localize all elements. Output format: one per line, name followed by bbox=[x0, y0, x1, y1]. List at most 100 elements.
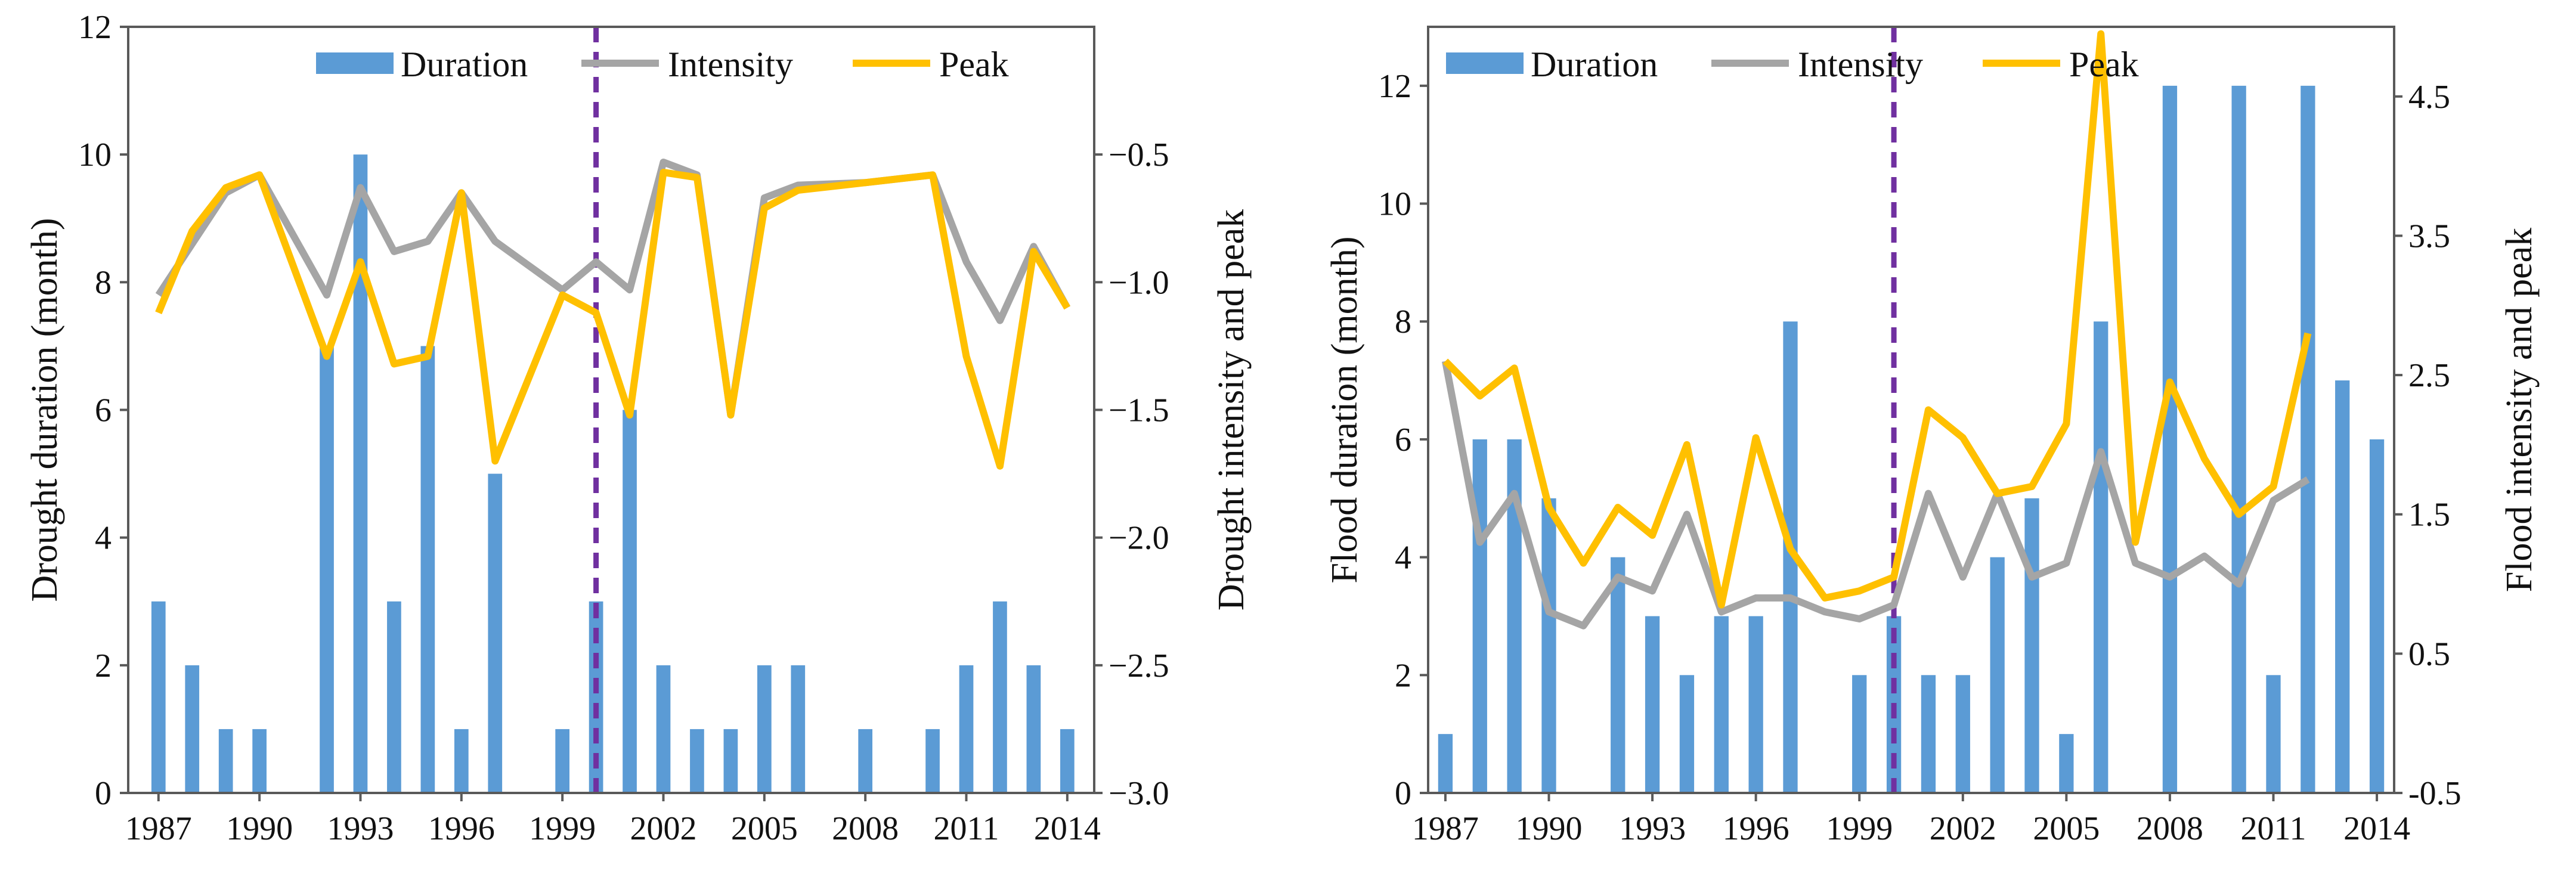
legend-duration-label: Duration bbox=[401, 45, 528, 84]
x-tick-label: 2011 bbox=[934, 810, 999, 847]
x-tick-label: 1996 bbox=[1723, 810, 1789, 847]
y2-tick-label: 1.5 bbox=[2408, 497, 2450, 534]
x-tick-label: 1987 bbox=[1412, 810, 1479, 847]
duration-bar-2003 bbox=[1990, 557, 2005, 793]
duration-bar-2010 bbox=[925, 729, 940, 793]
duration-bar-2008 bbox=[2162, 85, 2178, 793]
duration-bar-1987 bbox=[1438, 734, 1453, 793]
flood-peak-line bbox=[1442, 30, 2312, 609]
duration-bar-2013 bbox=[1026, 665, 1041, 793]
flood-y2-axis-label: Flood intensity and peak bbox=[2499, 228, 2540, 592]
x-tick-label: 2005 bbox=[731, 810, 798, 847]
x-tick-label: 1999 bbox=[529, 810, 596, 847]
y2-tick-label: −2.5 bbox=[1109, 647, 1169, 684]
drought-y2-axis-label: Drought intensity and peak bbox=[1211, 209, 1252, 611]
y2-tick-label: 3.5 bbox=[2408, 218, 2450, 255]
duration-bar-1995 bbox=[1714, 616, 1729, 793]
duration-bar-2001 bbox=[1921, 675, 1936, 793]
flood-x-ticks: 1987 1990 1993 1996 1999 2002 2005 2008 2011 2014 bbox=[1412, 793, 2410, 847]
legend-peak-label: Peak bbox=[939, 45, 1009, 84]
legend-duration-swatch bbox=[316, 52, 394, 74]
duration-bar-1992 bbox=[320, 346, 334, 793]
x-tick-label: 1990 bbox=[226, 810, 293, 847]
drought-peak-line bbox=[155, 169, 1070, 470]
duration-bar-1994 bbox=[1679, 675, 1695, 793]
y2-tick-label: -0.5 bbox=[2408, 775, 2462, 812]
duration-bar-2014 bbox=[2369, 439, 2385, 793]
y2-tick-label: −2.0 bbox=[1109, 520, 1169, 557]
duration-bar-2002 bbox=[1955, 675, 1970, 793]
drought-y2-ticks: −3.0 −2.5 −2.0 −1.5 −1.0 −0.5 bbox=[1094, 137, 1169, 812]
flood-plot-frame bbox=[1427, 26, 2395, 794]
duration-bar-2014 bbox=[1060, 729, 1075, 793]
flood-y2-ticks: -0.5 0.5 1.5 2.5 3.5 4.5 bbox=[2394, 79, 2462, 812]
flood-legend: Duration Intensity Peak bbox=[1446, 45, 2139, 84]
y2-tick-label: 4.5 bbox=[2408, 79, 2450, 116]
duration-bar-2006 bbox=[791, 665, 806, 793]
duration-bar-1987 bbox=[151, 601, 166, 793]
flood-intensity-line bbox=[1442, 360, 2310, 630]
y-tick-label: 4 bbox=[95, 520, 112, 557]
drought-y-ticks: 0 2 4 6 8 10 12 bbox=[78, 9, 128, 812]
y2-tick-label: −0.5 bbox=[1109, 137, 1169, 173]
x-tick-label: 2011 bbox=[2241, 810, 2306, 847]
y-tick-label: 2 bbox=[95, 647, 112, 684]
duration-bar-1990 bbox=[1541, 498, 1556, 793]
legend-peak-label: Peak bbox=[2069, 45, 2139, 84]
duration-bar-2012 bbox=[2301, 85, 2315, 793]
duration-bar-2002 bbox=[656, 665, 671, 793]
duration-bar-1993 bbox=[1645, 616, 1660, 793]
duration-bar-1990 bbox=[252, 729, 267, 793]
y-tick-label: 6 bbox=[1395, 422, 1411, 458]
x-tick-label: 2002 bbox=[1930, 810, 1996, 847]
duration-bar-1994 bbox=[387, 601, 401, 793]
duration-bar-1988 bbox=[1472, 439, 1487, 793]
flood-y-ticks: 0 2 4 6 8 10 12 bbox=[1378, 68, 1428, 812]
duration-bar-1997 bbox=[488, 473, 503, 793]
duration-bar-1988 bbox=[185, 665, 200, 793]
y2-tick-label: −3.0 bbox=[1109, 775, 1169, 812]
duration-bar-1992 bbox=[1611, 557, 1626, 793]
drought-x-ticks: 1987 1990 1993 1996 1999 2002 2005 2008 2011 2014 bbox=[125, 793, 1101, 847]
duration-bar-2013 bbox=[2335, 380, 2350, 793]
x-tick-label: 2014 bbox=[2343, 810, 2410, 847]
y-tick-label: 4 bbox=[1395, 540, 1411, 577]
duration-bar-1999 bbox=[555, 729, 570, 793]
y-tick-label: 8 bbox=[1395, 303, 1411, 340]
duration-bar-2012 bbox=[993, 601, 1007, 793]
duration-bar-2000 bbox=[589, 601, 603, 793]
legend-duration-swatch bbox=[1446, 52, 1524, 74]
legend-duration-label: Duration bbox=[1531, 45, 1658, 84]
x-tick-label: 2008 bbox=[2137, 810, 2203, 847]
y2-tick-label: −1.0 bbox=[1109, 264, 1169, 301]
flood-duration-bars bbox=[1438, 85, 2385, 793]
x-tick-label: 1990 bbox=[1516, 810, 1583, 847]
duration-bar-2010 bbox=[2231, 85, 2246, 793]
y-tick-label: 10 bbox=[1378, 186, 1411, 223]
flood-y-axis-label: Flood duration (month) bbox=[1324, 236, 1365, 583]
y-tick-label: 6 bbox=[95, 392, 112, 429]
x-tick-label: 1999 bbox=[1826, 810, 1893, 847]
y-tick-label: 2 bbox=[1395, 657, 1411, 694]
x-tick-label: 2008 bbox=[832, 810, 899, 847]
duration-bar-2005 bbox=[757, 665, 772, 793]
y-tick-label: 0 bbox=[1395, 775, 1411, 812]
duration-bar-2004 bbox=[723, 729, 738, 793]
legend-intensity-label: Intensity bbox=[668, 45, 793, 84]
duration-bar-2003 bbox=[690, 729, 704, 793]
drought-y-axis-label: Drought duration (month) bbox=[24, 218, 65, 602]
legend-intensity-label: Intensity bbox=[1798, 45, 1923, 84]
x-tick-label: 2014 bbox=[1034, 810, 1101, 847]
drought-duration-bars bbox=[151, 154, 1075, 794]
y-tick-label: 8 bbox=[95, 264, 112, 301]
duration-bar-2001 bbox=[623, 410, 637, 793]
y-tick-label: 10 bbox=[78, 137, 112, 173]
duration-bar-1999 bbox=[1852, 675, 1867, 793]
x-tick-label: 1993 bbox=[327, 810, 394, 847]
x-tick-label: 1996 bbox=[428, 810, 495, 847]
y-tick-label: 12 bbox=[78, 9, 112, 46]
y2-tick-label: 0.5 bbox=[2408, 636, 2450, 673]
duration-bar-1989 bbox=[218, 729, 233, 793]
